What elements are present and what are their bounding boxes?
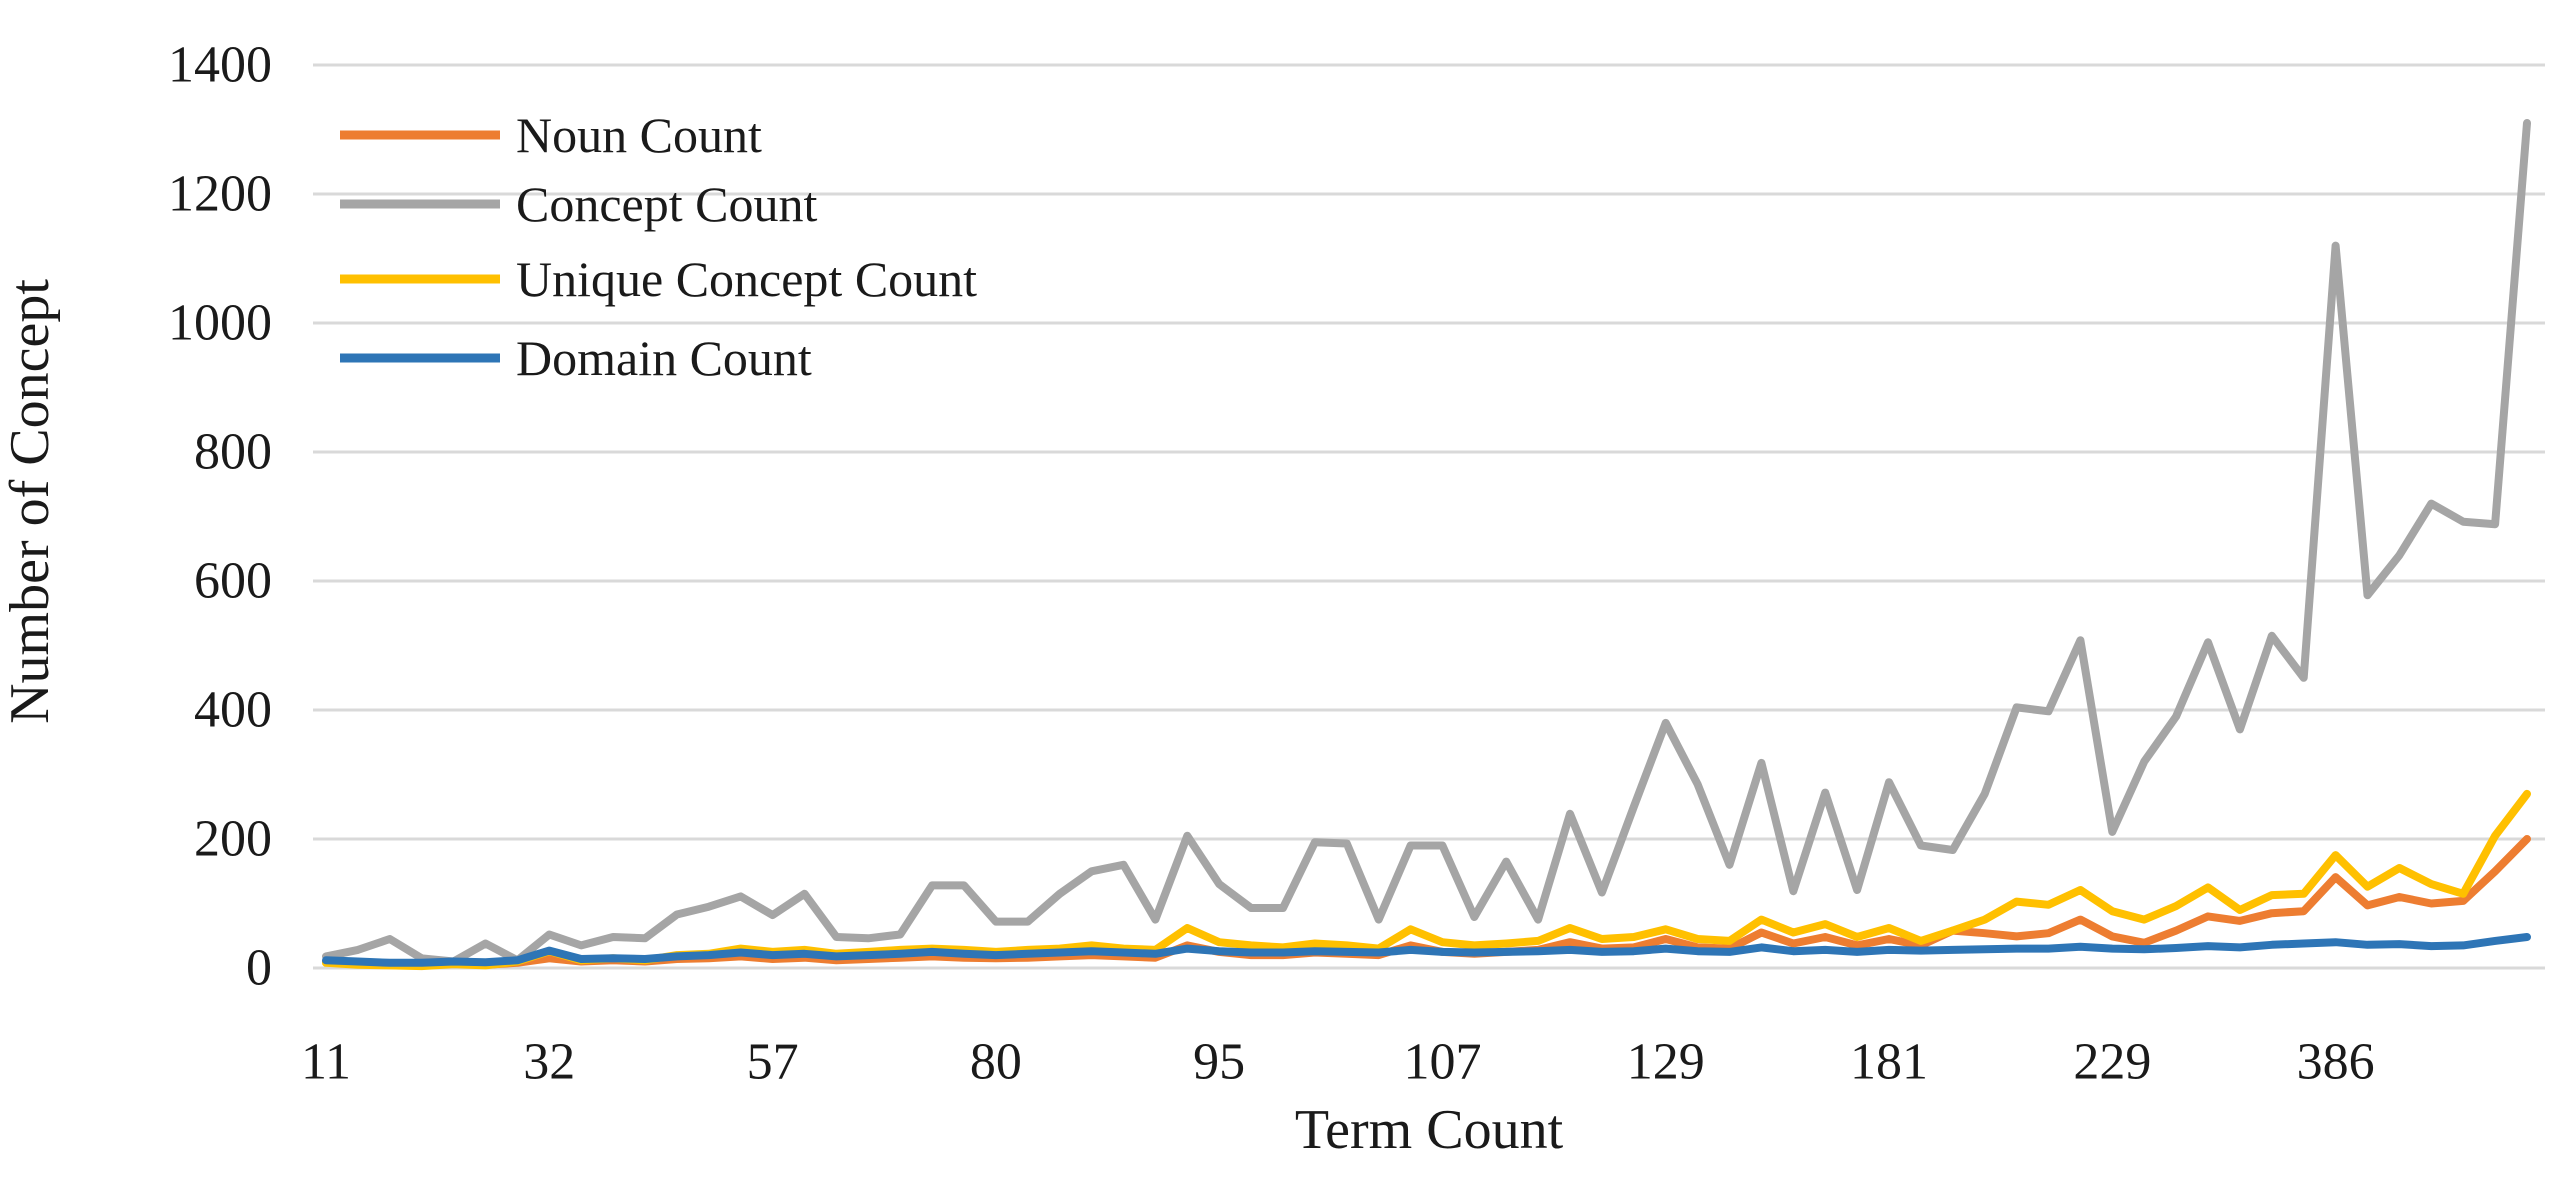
y-axis-tick-label: 0: [246, 940, 272, 997]
x-axis-tick-label: 107: [1403, 1034, 1481, 1091]
legend-label-unique-concept-count: Unique Concept Count: [516, 251, 977, 307]
legend-label-domain-count: Domain Count: [516, 330, 812, 386]
series-line-concept-count: [322, 119, 2531, 966]
legend-label-concept-count: Concept Count: [516, 176, 817, 232]
x-axis-tick-label: 95: [1193, 1034, 1245, 1091]
x-axis-tick-label: 386: [2297, 1034, 2375, 1091]
legend-label-noun-count: Noun Count: [516, 107, 762, 163]
series-line-domain-count: [322, 933, 2531, 967]
y-axis-tick-label: 400: [194, 682, 272, 739]
y-axis-tick-label: 1200: [168, 166, 272, 223]
x-axis-tick-label: 11: [301, 1034, 351, 1091]
y-axis-tick-label: 800: [194, 424, 272, 481]
x-axis-tick-label: 181: [1850, 1034, 1928, 1091]
y-axis-tick-label: 600: [194, 553, 272, 610]
x-axis-tick-label: 129: [1627, 1034, 1705, 1091]
x-axis-tick-label: 57: [747, 1034, 799, 1091]
y-axis-tick-label: 200: [194, 811, 272, 868]
x-axis-tick-label: 32: [523, 1034, 575, 1091]
y-axis-title: Number of Concept: [0, 279, 61, 724]
y-axis-tick-label: 1000: [168, 295, 272, 352]
y-axis-tick-label: 1400: [168, 37, 272, 94]
x-axis-tick-label: 80: [970, 1034, 1022, 1091]
x-axis-tick-label: 229: [2073, 1034, 2151, 1091]
x-axis-title: Term Count: [1295, 1099, 1564, 1161]
